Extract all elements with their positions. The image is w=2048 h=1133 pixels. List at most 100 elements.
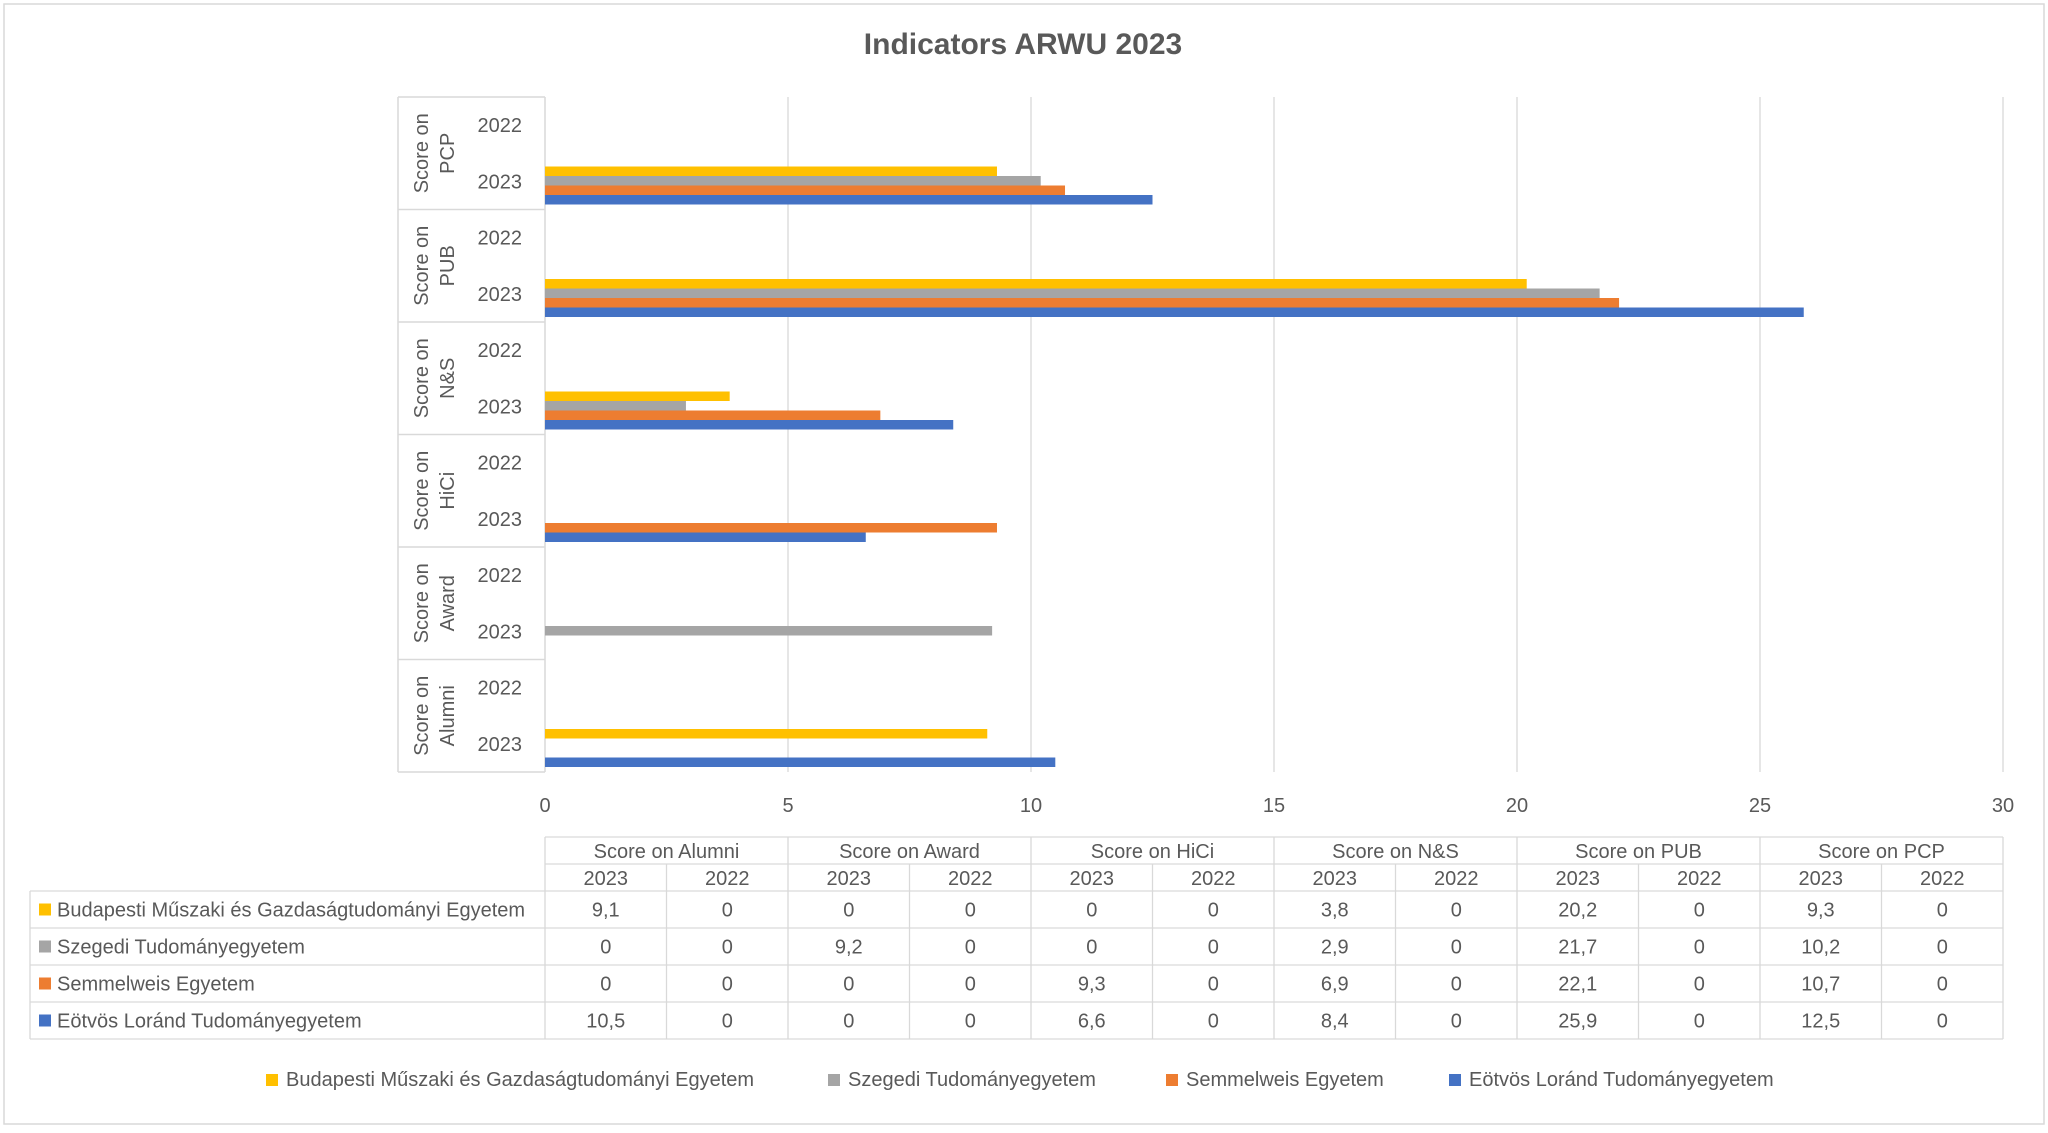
y-group-label-line: Score on xyxy=(411,676,433,756)
table-cell: 6,6 xyxy=(1078,1011,1106,1033)
bar xyxy=(545,532,866,542)
table-cell: 25,9 xyxy=(1558,1011,1597,1033)
table-cell: 0 xyxy=(600,974,611,996)
table-cell: 21,7 xyxy=(1558,937,1597,959)
y-year-label: 2022 xyxy=(478,565,523,587)
y-year-label: 2023 xyxy=(478,621,523,643)
bar xyxy=(545,288,1600,298)
table-year-header: 2022 xyxy=(1191,868,1236,890)
y-year-label: 2023 xyxy=(478,509,523,531)
table-cell: 22,1 xyxy=(1558,974,1597,996)
y-year-label: 2022 xyxy=(478,340,523,362)
table-cell: 9,1 xyxy=(592,900,620,922)
table-group-header: Score on Award xyxy=(839,841,980,863)
table-cell: 0 xyxy=(1937,900,1948,922)
table-group-header: Score on HiCi xyxy=(1091,841,1214,863)
table-cell: 0 xyxy=(1208,974,1219,996)
y-group-label: Score on HiCi xyxy=(411,451,459,531)
bar-layer xyxy=(545,166,1804,767)
bar xyxy=(545,391,730,401)
chart-border xyxy=(3,3,2045,1125)
table-cell: 0 xyxy=(965,937,976,959)
y-year-label: 2023 xyxy=(478,171,523,193)
table-cell: 0 xyxy=(1086,937,1097,959)
bar xyxy=(545,195,1153,205)
bar xyxy=(545,729,988,739)
legend: Budapesti Műszaki és Gazdaságtudományi E… xyxy=(266,1069,1774,1091)
x-tick-label: 5 xyxy=(782,795,793,817)
table-cell: 0 xyxy=(600,937,611,959)
table-series-name: Eötvös Loránd Tudományegyetem xyxy=(57,1011,362,1033)
x-tick-label: 30 xyxy=(1992,795,2014,817)
table-year-header: 2022 xyxy=(705,868,750,890)
table-cell: 3,8 xyxy=(1321,900,1349,922)
y-year-label: 2023 xyxy=(478,396,523,418)
table-cell: 0 xyxy=(722,974,733,996)
table-cell: 6,9 xyxy=(1321,974,1349,996)
table-cell: 8,4 xyxy=(1321,1011,1349,1033)
y-group-label-line: HiCi xyxy=(437,472,459,510)
table-year-header: 2022 xyxy=(1920,868,1965,890)
y-group-label-line: PCP xyxy=(437,133,459,174)
y-group-label: Score on Alumni xyxy=(411,676,459,756)
y-group-label: Score on PCP xyxy=(411,113,459,193)
table-cell: 0 xyxy=(1086,900,1097,922)
y-group-label-line: Score on xyxy=(411,226,433,306)
table-year-header: 2023 xyxy=(1070,868,1115,890)
x-tick-label: 25 xyxy=(1749,795,1771,817)
table-year-header: 2023 xyxy=(584,868,629,890)
bar xyxy=(545,298,1620,308)
table-cell: 10,5 xyxy=(586,1011,625,1033)
bar xyxy=(545,401,686,411)
bar xyxy=(545,757,1056,767)
table-cell: 0 xyxy=(1694,974,1705,996)
table-cell: 0 xyxy=(843,900,854,922)
table-year-header: 2023 xyxy=(1556,868,1601,890)
bar xyxy=(545,279,1527,289)
y-year-label: 2022 xyxy=(478,453,523,475)
table-cell: 0 xyxy=(1694,937,1705,959)
y-group-label-line: Alumni xyxy=(437,685,459,746)
table-year-header: 2023 xyxy=(1799,868,1844,890)
x-tick-label: 10 xyxy=(1020,795,1042,817)
table-cell: 20,2 xyxy=(1558,900,1597,922)
legend-key xyxy=(266,1074,278,1086)
bar xyxy=(545,523,997,533)
y-year-label: 2022 xyxy=(478,115,523,137)
table-cell: 9,3 xyxy=(1807,900,1835,922)
table-year-header: 2023 xyxy=(1313,868,1358,890)
legend-key xyxy=(1449,1074,1461,1086)
table-cell: 9,2 xyxy=(835,937,863,959)
table-group-header: Score on Alumni xyxy=(594,841,740,863)
bar xyxy=(545,307,1804,317)
bar xyxy=(545,626,993,636)
table-cell: 0 xyxy=(843,974,854,996)
bar xyxy=(545,166,997,176)
bar xyxy=(545,176,1041,186)
table-year-header: 2022 xyxy=(1677,868,1722,890)
y-year-label: 2023 xyxy=(478,284,523,306)
table-cell: 2,9 xyxy=(1321,937,1349,959)
table-cell: 0 xyxy=(1208,937,1219,959)
bar xyxy=(545,420,954,430)
table-cell: 0 xyxy=(1937,937,1948,959)
table-cell: 0 xyxy=(1451,974,1462,996)
table-legend-key xyxy=(39,903,51,916)
table-cell: 0 xyxy=(843,1011,854,1033)
chart-title: Indicators ARWU 2023 xyxy=(864,28,1182,61)
legend-label: Eötvös Loránd Tudományegyetem xyxy=(1469,1069,1774,1091)
table-cell: 0 xyxy=(965,1011,976,1033)
legend-label: Szegedi Tudományegyetem xyxy=(848,1069,1096,1091)
bar xyxy=(545,410,881,420)
table-cell: 10,7 xyxy=(1801,974,1840,996)
table-legend-key xyxy=(39,977,51,990)
table-cell: 0 xyxy=(1208,1011,1219,1033)
table-cell: 0 xyxy=(722,900,733,922)
table-group-header: Score on N&S xyxy=(1332,841,1459,863)
table-legend-key xyxy=(39,1014,51,1027)
y-group-label-line: N&S xyxy=(437,358,459,399)
table-legend-key xyxy=(39,940,51,953)
